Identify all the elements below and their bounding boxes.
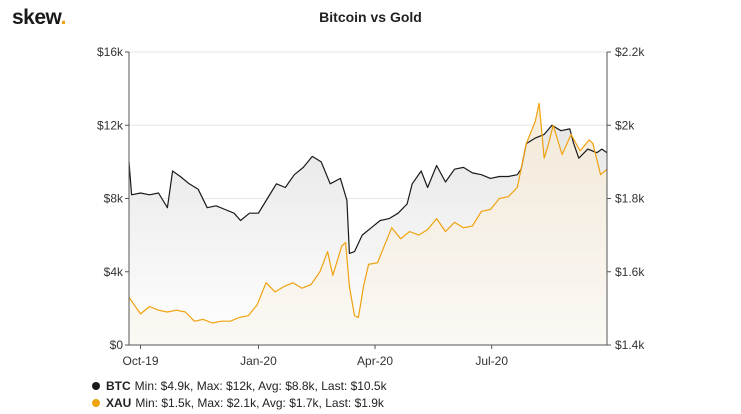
y-left-tick-label: $8k — [104, 192, 124, 206]
y-right-tick-label: $1.8k — [615, 192, 645, 206]
xau-line — [128, 102, 608, 324]
brand-logo: skew. — [12, 6, 66, 30]
y-left-tick-label: $12k — [97, 118, 124, 132]
x-tick-label: Jul-20 — [475, 354, 508, 368]
y-left-tick-label: $0 — [110, 338, 124, 352]
btc-bullet-icon — [92, 382, 100, 390]
btc-line — [128, 124, 608, 254]
brand-dot: . — [60, 6, 67, 29]
y-right-tick-label: $1.4k — [615, 338, 645, 352]
legend-item-xau[interactable]: XAU Min: $1.5k, Max: $2.1k, Avg: $1.7k, … — [92, 396, 384, 410]
xau-area — [129, 103, 607, 345]
brand-name: skew — [12, 6, 61, 29]
legend-item-btc[interactable]: BTC Min: $4.9k, Max: $12k, Avg: $8.8k, L… — [92, 379, 387, 393]
y-right-tick-label: $2k — [615, 118, 635, 132]
xau-bullet-icon — [92, 399, 100, 407]
legend-xau-stats: Min: $1.5k, Max: $2.1k, Avg: $1.7k, Last… — [135, 396, 384, 410]
x-tick-label: Jan-20 — [240, 354, 277, 368]
y-left-tick-label: $4k — [104, 265, 124, 279]
legend-btc-stats: Min: $4.9k, Max: $12k, Avg: $8.8k, Last:… — [134, 379, 387, 393]
legend-btc-name: BTC — [106, 379, 131, 393]
chart-title: Bitcoin vs Gold — [319, 9, 422, 25]
legend-xau-name: XAU — [106, 396, 132, 410]
x-tick-label: Oct-19 — [123, 354, 159, 368]
y-left-tick-label: $16k — [97, 45, 124, 59]
x-tick-label: Apr-20 — [357, 354, 393, 368]
y-right-tick-label: $1.6k — [615, 265, 645, 279]
y-right-tick-label: $2.2k — [615, 45, 645, 59]
